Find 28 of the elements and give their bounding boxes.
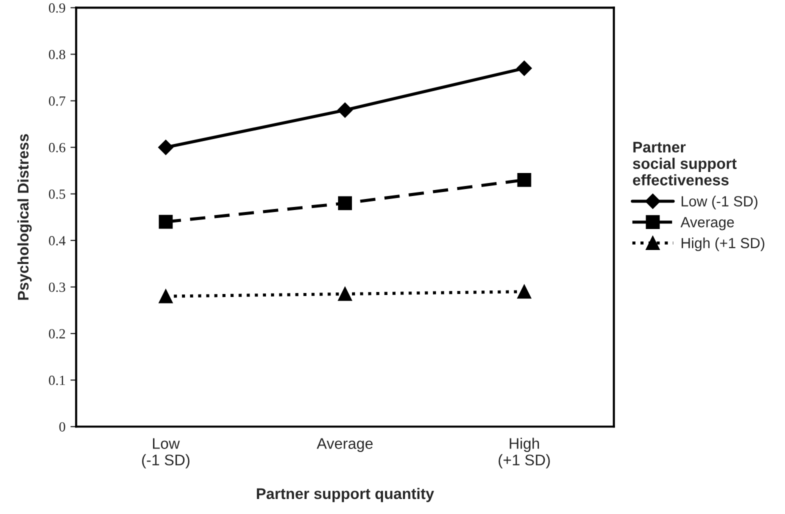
legend-label: High (+1 SD) <box>682 238 764 252</box>
x-tick-label: High (+1 SD) <box>498 438 550 468</box>
point <box>158 214 173 229</box>
y-tick-label: 0.4 <box>48 236 66 246</box>
y-tick-label: 0.8 <box>48 50 66 60</box>
y-tick-label: 0.7 <box>48 96 66 106</box>
point <box>338 196 352 210</box>
y-tick-label: 0.9 <box>48 3 66 13</box>
point <box>516 60 532 76</box>
x-tick-label: Average <box>316 438 373 452</box>
point <box>337 102 353 118</box>
x-tick-label: Low (-1 SD) <box>142 438 190 468</box>
y-tick-label: 0.3 <box>48 282 66 292</box>
y-tick-label: 0 <box>59 422 66 432</box>
point <box>158 289 173 304</box>
point <box>158 140 174 155</box>
legend-label: Low (-1 SD) <box>682 196 758 210</box>
point <box>338 287 352 301</box>
y-tick-label: 0.6 <box>48 142 66 152</box>
legend-label: Average <box>680 217 734 230</box>
point <box>517 172 532 187</box>
point <box>517 284 532 299</box>
legend-title: Partner social support effectiveness <box>632 142 737 186</box>
x-axis-title: Partner support quantity <box>256 488 434 502</box>
y-tick-label: 0.5 <box>48 189 66 199</box>
y-tick-label: 0.2 <box>48 329 65 339</box>
y-axis-title: Psychological Distress <box>17 134 32 300</box>
y-tick-label: 0.1 <box>48 376 65 386</box>
